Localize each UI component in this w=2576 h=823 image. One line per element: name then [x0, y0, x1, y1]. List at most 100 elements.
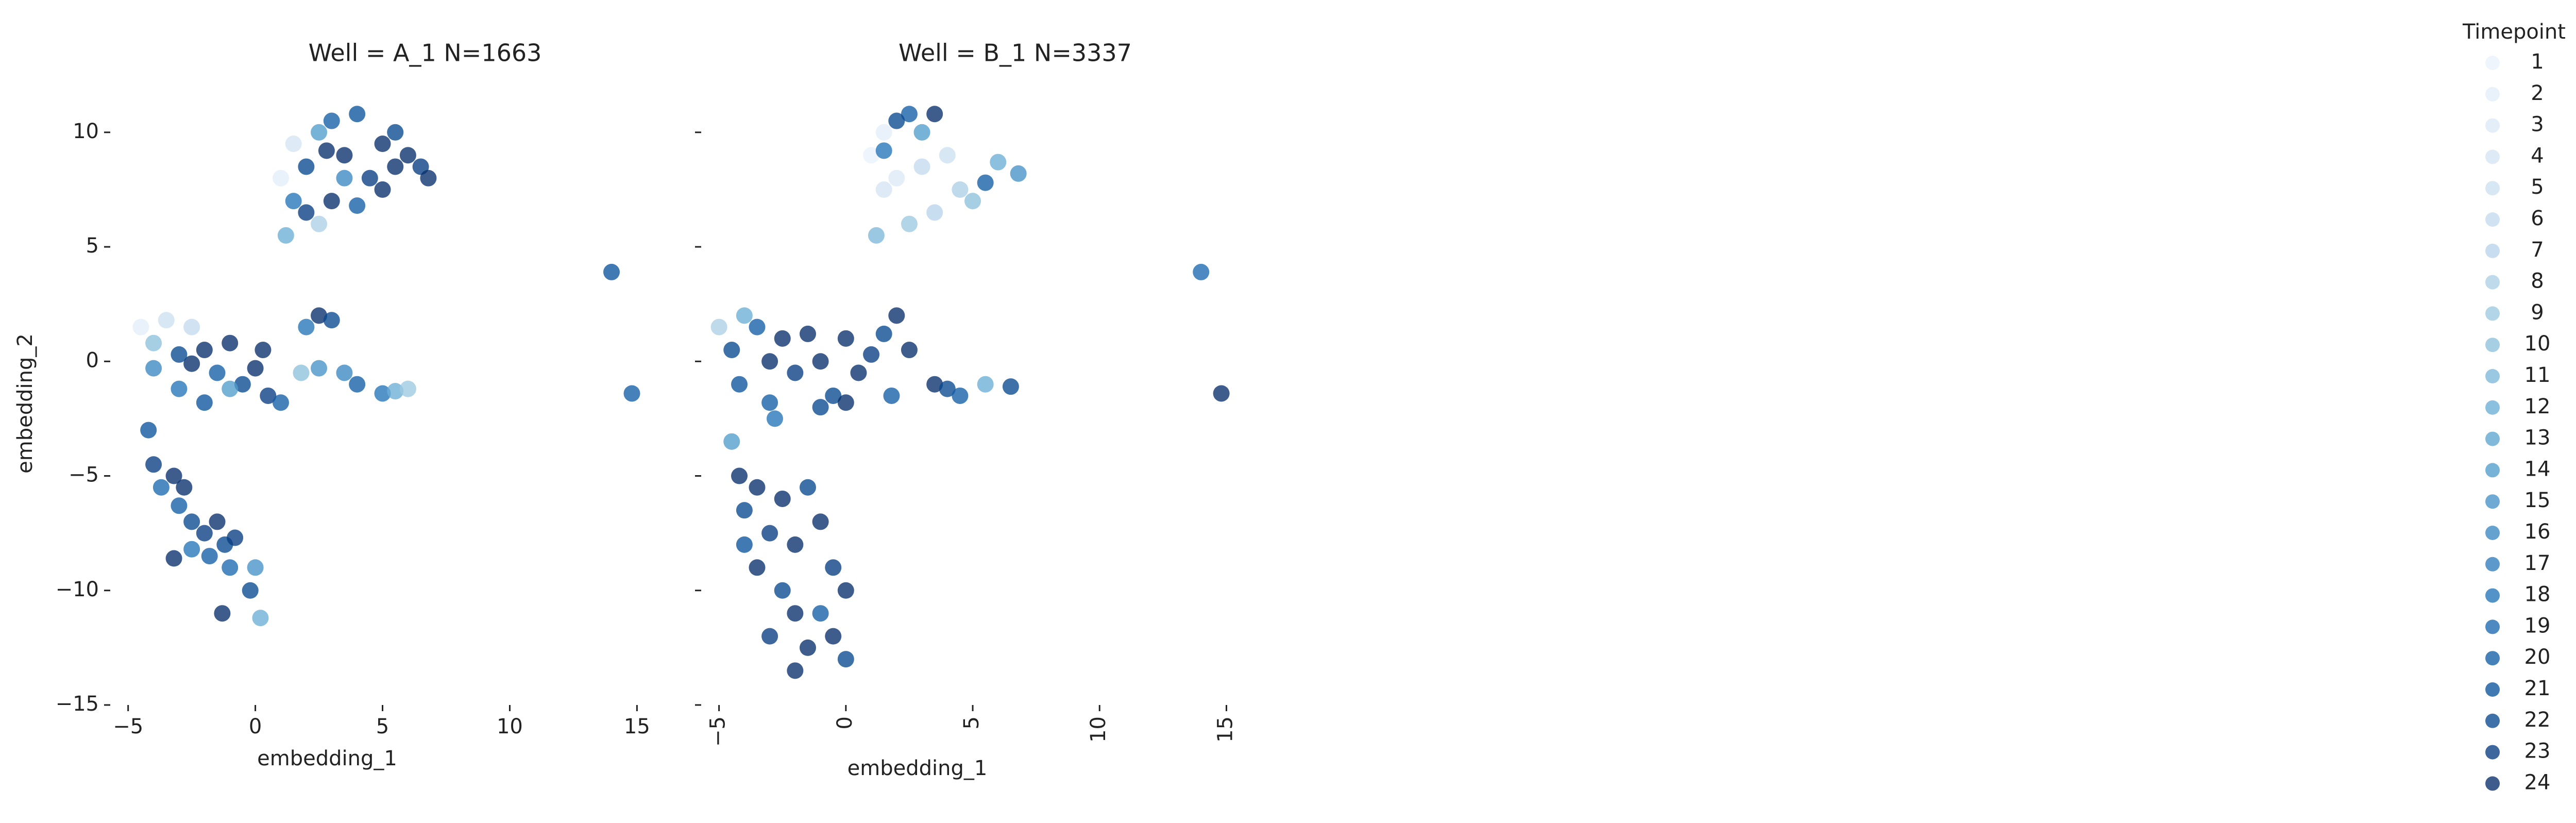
- legend-marker: [2485, 557, 2500, 572]
- point: [787, 662, 804, 679]
- point: [323, 112, 340, 129]
- point: [990, 154, 1007, 171]
- point: [749, 479, 766, 496]
- point: [736, 502, 753, 519]
- point: [926, 106, 943, 123]
- x-tick-label: 5: [376, 715, 389, 738]
- legend-marker: [2485, 745, 2500, 760]
- legend-marker: [2485, 118, 2500, 133]
- legend-marker: [2485, 400, 2500, 415]
- y-tick-label: 0: [86, 348, 99, 372]
- point: [285, 193, 302, 210]
- point: [766, 410, 783, 427]
- point: [710, 318, 727, 335]
- point: [298, 204, 315, 221]
- point: [723, 342, 740, 359]
- legend-marker: [2485, 243, 2500, 258]
- point: [883, 387, 900, 404]
- x-tick-label: 10: [497, 715, 523, 738]
- legend-label: 2: [2531, 81, 2544, 105]
- point: [158, 312, 175, 329]
- point: [222, 380, 239, 397]
- point: [901, 106, 918, 123]
- point: [939, 380, 956, 397]
- point: [825, 387, 842, 404]
- point: [272, 394, 289, 411]
- point: [787, 605, 804, 622]
- y-tick-label: −15: [56, 692, 99, 716]
- point: [812, 605, 829, 622]
- legend-marker: [2485, 431, 2500, 446]
- point: [1010, 165, 1027, 182]
- legend-label: 5: [2531, 175, 2544, 199]
- point: [165, 467, 182, 484]
- legend-marker: [2485, 275, 2500, 290]
- x-axis-label: embedding_1: [257, 747, 397, 770]
- y-axis-label: embedding_2: [13, 333, 37, 474]
- y-tick-label: −5: [69, 463, 99, 487]
- point: [222, 559, 239, 576]
- point: [201, 548, 218, 565]
- legend-label: 12: [2524, 395, 2551, 418]
- point: [336, 147, 353, 164]
- point: [1002, 378, 1019, 395]
- point: [323, 312, 340, 329]
- point: [132, 318, 149, 335]
- legend-marker: [2485, 526, 2500, 540]
- x-tick-label: −5: [113, 715, 143, 738]
- point: [298, 318, 315, 335]
- point: [152, 479, 170, 496]
- point: [837, 394, 854, 411]
- point: [603, 263, 620, 280]
- point: [761, 628, 778, 645]
- legend-marker: [2485, 181, 2500, 196]
- panel-title: Well = B_1 N=3337: [899, 39, 1132, 67]
- point: [926, 204, 943, 221]
- point: [774, 582, 791, 599]
- legend-marker: [2485, 87, 2500, 102]
- point: [1193, 263, 1210, 280]
- point: [183, 355, 200, 372]
- point: [311, 360, 328, 377]
- point: [399, 147, 416, 164]
- point: [977, 376, 994, 393]
- point: [196, 342, 213, 359]
- point: [825, 559, 842, 576]
- point: [387, 383, 404, 400]
- point: [183, 318, 200, 335]
- x-axis-label: embedding_1: [848, 757, 988, 780]
- point: [260, 387, 277, 404]
- point: [736, 307, 753, 324]
- point: [799, 479, 816, 496]
- point: [349, 376, 366, 393]
- x-tick-label: 15: [624, 715, 650, 738]
- legend-label: 24: [2524, 770, 2551, 794]
- point: [293, 364, 310, 381]
- legend-label: 21: [2524, 677, 2551, 700]
- point: [952, 181, 969, 198]
- legend-marker: [2485, 338, 2500, 352]
- point: [252, 610, 269, 627]
- legend-marker: [2485, 588, 2500, 603]
- point: [875, 142, 892, 159]
- point: [799, 639, 816, 656]
- point: [255, 342, 272, 359]
- point: [387, 124, 404, 141]
- legend-label: 18: [2524, 583, 2551, 607]
- point: [298, 158, 315, 175]
- legend-label: 4: [2531, 144, 2544, 167]
- point: [311, 124, 328, 141]
- legend-marker: [2485, 306, 2500, 321]
- legend-label: 15: [2524, 489, 2551, 512]
- point: [761, 525, 778, 542]
- point: [277, 227, 294, 244]
- point: [837, 651, 854, 668]
- x-tick-label: 5: [960, 716, 984, 729]
- point: [901, 215, 918, 232]
- point: [176, 479, 193, 496]
- point: [196, 394, 213, 411]
- legend-label: 11: [2524, 363, 2551, 387]
- point: [926, 376, 943, 393]
- point: [311, 307, 328, 324]
